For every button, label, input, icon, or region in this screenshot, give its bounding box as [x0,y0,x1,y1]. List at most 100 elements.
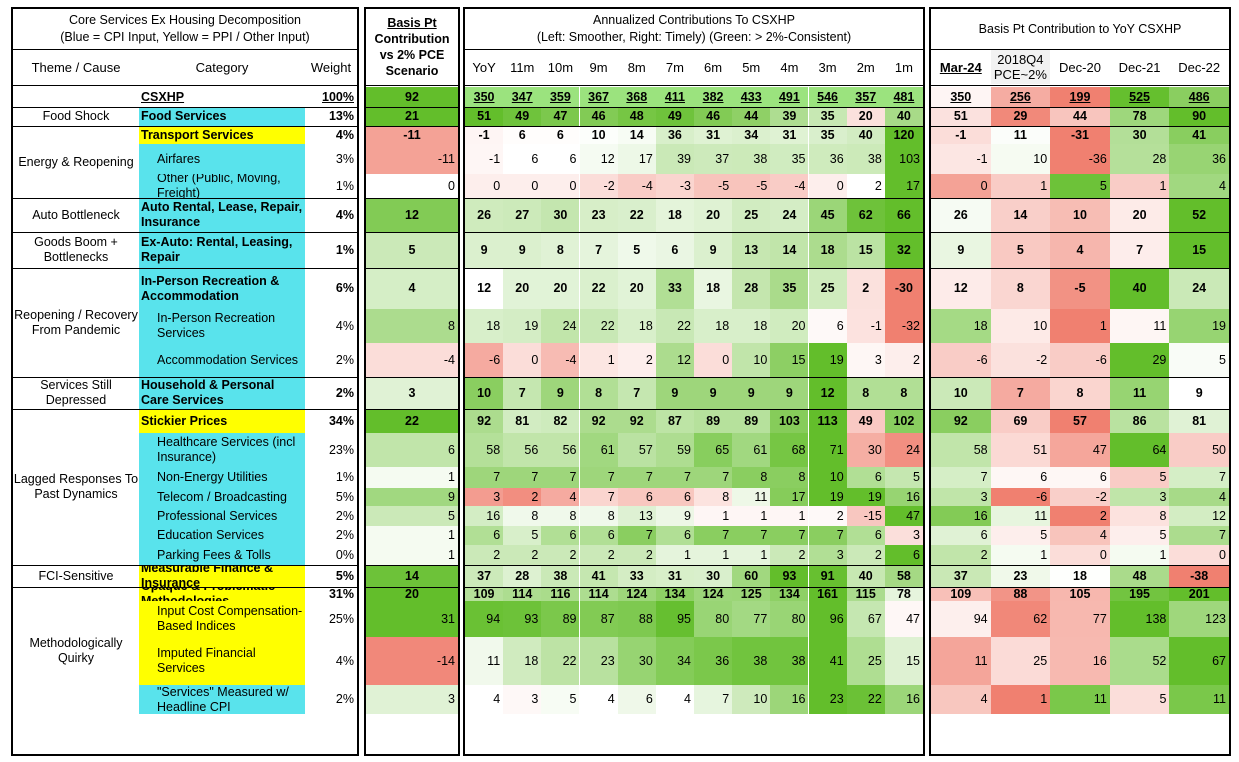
ann-value: 87 [579,601,618,637]
ann-value: 49 [846,409,885,433]
ann-value: -4 [541,343,580,377]
ann-value: -6 [465,343,504,377]
basis-value: 1 [366,545,458,565]
yoy-value: 9 [1169,377,1229,409]
ann-value: 1 [732,545,771,565]
yoy-value: 23 [990,565,1051,587]
yoy-value: 29 [990,107,1051,126]
ann-value: 39 [655,144,694,174]
ann-value: 40 [846,126,885,144]
ann-value: 88 [617,601,656,637]
category-label: Auto Rental, Lease, Repair, Insurance [139,198,305,232]
category-label: Telecom / Broadcasting [155,488,305,506]
ann-value: 7 [617,377,656,409]
ann-value: 9 [655,506,694,526]
group-separator [465,565,923,566]
category-column-header: Category [195,59,249,75]
ann-value: 15 [846,232,885,268]
ann-value: 6 [846,467,885,488]
yoy-value: 25 [990,637,1051,685]
yoy-value: 19 [1169,309,1229,343]
category-label: Education Services [155,526,305,545]
group-separator [13,268,357,269]
yoy-value: 8 [1109,506,1170,526]
ann-value: 19 [846,488,885,506]
group-separator [465,198,923,199]
category-label: Accommodation Services [155,343,305,377]
ann-value: 96 [808,601,847,637]
ann-column-header: 9m [589,59,608,75]
weight-value: 2% [335,508,354,523]
ann-column-header: 11m [510,59,535,75]
ann-value: 7 [465,467,504,488]
group-separator [13,232,357,233]
yoy-value: -36 [1050,144,1110,174]
yoy-value: 5 [1050,174,1110,198]
group-separator [931,377,1229,378]
ann-value: 91 [808,565,847,587]
yoy-value: -31 [1050,126,1110,144]
weight-value: 25% [328,611,354,626]
ann-value: 13 [732,232,771,268]
yoy-value: 94 [931,601,991,637]
ann-value: 7 [503,467,542,488]
group-separator [465,268,923,269]
decomposition-panel: Core Services Ex Housing Decomposition (… [11,7,359,756]
ann-value: 6 [541,144,580,174]
yoy-value: 5 [1109,467,1170,488]
ann-value: 94 [465,601,504,637]
ann-value: 47 [541,107,580,126]
ann-value: 125 [732,587,771,601]
yoy-value: 15 [1169,232,1229,268]
ann-value: -1 [465,144,504,174]
ann-value: 25 [846,637,885,685]
ann-value: 80 [694,601,733,637]
ann-value: 5 [541,685,580,714]
ann-column-header: 1m [894,59,913,75]
ann-value: 81 [503,409,542,433]
ann-value: 35 [808,126,847,144]
ann-value: 6 [579,526,618,545]
theme-label: Food Shock [42,109,110,123]
ann-value: 103 [770,409,809,433]
yoy-value: 28 [1109,144,1170,174]
ann-value: 36 [655,126,694,144]
yoy-value: 24 [1169,268,1229,309]
ann-value: 2 [617,545,656,565]
yoy-value: 88 [990,587,1051,601]
group-separator [465,377,923,378]
ann-value: 25 [808,268,847,309]
ann-value: 38 [732,637,771,685]
weight-value: 4% [335,207,354,222]
weight-value: 1% [335,470,354,484]
category-label: Input Cost Compensation-Based Indices [155,601,305,637]
ann-value: 2 [846,174,885,198]
ann-value: 31 [770,126,809,144]
annualized-title-line-2: (Left: Smoother, Right: Timely) (Green: … [536,30,852,44]
group-separator [931,565,1229,566]
weight-value: 5% [335,489,354,504]
yoy-value: 6 [990,467,1051,488]
ann-value: 8 [846,377,885,409]
ann-value: 114 [503,587,542,601]
yoy-value: 9 [931,232,991,268]
yoy-value: 51 [990,433,1051,467]
ann-value: -5 [732,174,771,198]
basis-value: 20 [366,587,458,601]
annualized-title: Annualized Contributions To CSXHP (Left:… [465,9,923,49]
yoy-value: 51 [931,107,991,126]
group-separator [366,198,458,199]
yoy-value: 1 [990,174,1051,198]
ann-value: 47 [884,601,923,637]
ann-value: 7 [694,526,733,545]
group-separator [366,126,458,127]
ann-value: 14 [770,232,809,268]
weight-column-header: Weight [310,59,352,75]
weight-value: 2% [335,528,354,542]
ann-value: 18 [732,309,771,343]
ann-value: 34 [655,637,694,685]
yoy-value: 20 [1109,198,1170,232]
yoy-value: 7 [1109,232,1170,268]
ann-value: 34 [732,126,771,144]
yoy-value: -2 [1050,488,1110,506]
